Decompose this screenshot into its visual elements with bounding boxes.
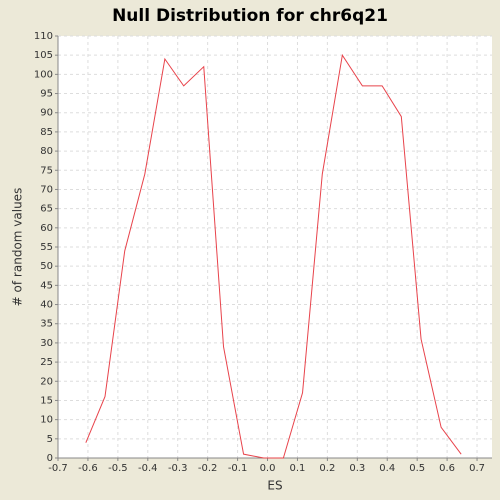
x-axis-label: ES bbox=[267, 479, 282, 493]
x-tick-label: -0.4 bbox=[138, 463, 158, 474]
y-tick-label: 50 bbox=[40, 261, 53, 272]
x-tick-label: 0.4 bbox=[379, 463, 395, 474]
y-tick-label: 60 bbox=[40, 223, 53, 234]
y-tick-label: 45 bbox=[40, 280, 53, 291]
x-tick-label: 0.5 bbox=[409, 463, 425, 474]
y-tick-label: 0 bbox=[47, 453, 53, 464]
chart-title: Null Distribution for chr6q21 bbox=[112, 6, 388, 26]
y-tick-label: 20 bbox=[40, 376, 53, 387]
y-tick-label: 35 bbox=[40, 319, 53, 330]
y-tick-label: 15 bbox=[40, 395, 53, 406]
y-tick-label: 75 bbox=[40, 165, 53, 176]
x-tick-label: -0.1 bbox=[228, 463, 248, 474]
y-tick-label: 95 bbox=[40, 89, 53, 100]
y-tick-label: 100 bbox=[34, 69, 53, 80]
x-tick-label: 0.2 bbox=[319, 463, 335, 474]
x-tick-label: -0.7 bbox=[48, 463, 68, 474]
x-tick-label: 0.6 bbox=[439, 463, 455, 474]
y-tick-label: 110 bbox=[34, 31, 53, 42]
y-tick-label: 85 bbox=[40, 127, 53, 138]
x-tick-label: 0.3 bbox=[349, 463, 365, 474]
y-tick-label: 25 bbox=[40, 357, 53, 368]
x-tick-label: 0.7 bbox=[469, 463, 485, 474]
y-tick-label: 90 bbox=[40, 108, 53, 119]
y-tick-label: 105 bbox=[34, 50, 53, 61]
y-tick-label: 30 bbox=[40, 338, 53, 349]
y-tick-label: 10 bbox=[40, 415, 53, 426]
y-tick-label: 70 bbox=[40, 184, 53, 195]
y-tick-label: 80 bbox=[40, 146, 53, 157]
x-tick-label: -0.2 bbox=[198, 463, 218, 474]
y-tick-label: 40 bbox=[40, 300, 53, 311]
x-tick-label: 0.0 bbox=[260, 463, 276, 474]
y-tick-label: 55 bbox=[40, 242, 53, 253]
x-tick-label: 0.1 bbox=[289, 463, 305, 474]
y-tick-label: 65 bbox=[40, 204, 53, 215]
x-tick-label: -0.6 bbox=[78, 463, 98, 474]
x-tick-label: -0.3 bbox=[168, 463, 188, 474]
x-tick-label: -0.5 bbox=[108, 463, 128, 474]
y-axis-label: # of random values bbox=[11, 188, 25, 307]
series-line bbox=[85, 53, 462, 459]
y-tick-label: 5 bbox=[47, 434, 53, 445]
